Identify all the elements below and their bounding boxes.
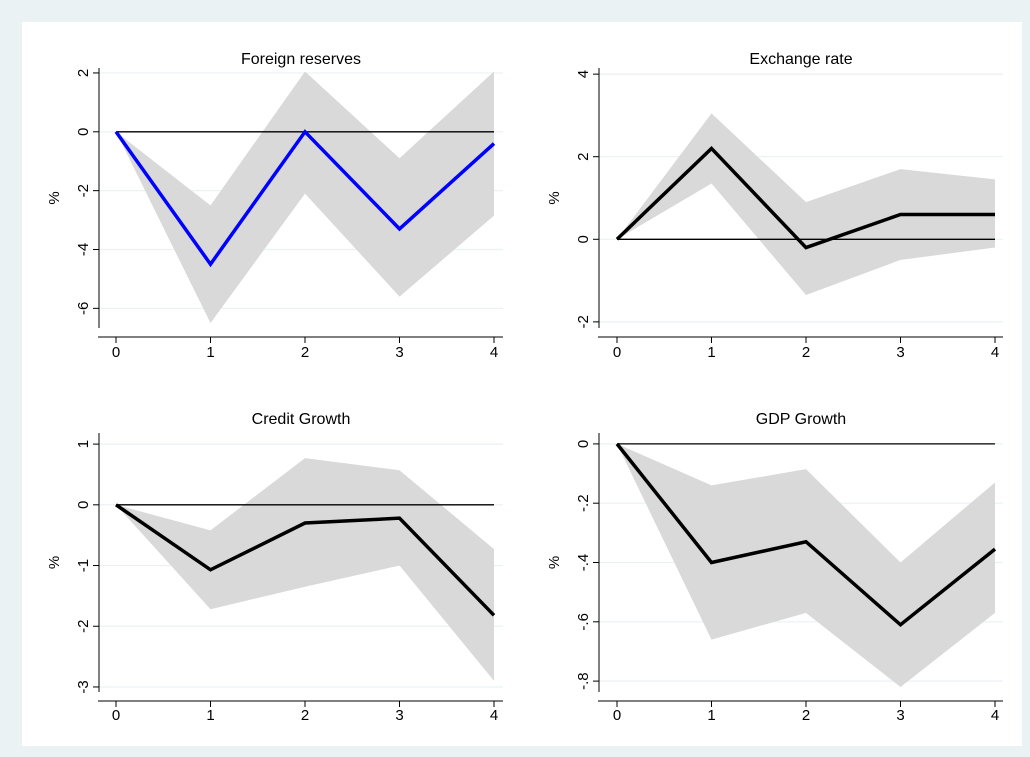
y-tick-label-0: 4 [575,70,592,78]
x-tick-label-2: 2 [301,707,309,724]
x-tick-label-0: 0 [112,344,120,361]
x-tick-label-1: 1 [206,344,214,361]
x-tick-label-4: 4 [991,707,999,724]
x-tick-label-0: 0 [613,344,621,361]
y-axis-label: % [46,191,63,204]
y-tick-label-0: 2 [75,69,92,77]
y-tick-label-3: -4 [75,243,92,256]
x-tick-label-0: 0 [112,707,120,724]
panel-title: Foreign reserves [241,51,361,68]
y-tick-label-4: -.8 [575,672,592,690]
confidence-band [116,71,494,324]
y-tick-label-0: 0 [575,440,592,448]
x-tick-label-2: 2 [802,344,810,361]
y-axis-label: % [546,556,563,569]
panel-title: GDP Growth [756,411,846,428]
response-line [115,503,496,617]
x-tick-label-0: 0 [613,707,621,724]
y-tick-label-2: 0 [575,235,592,243]
x-tick-label-4: 4 [991,344,999,361]
x-tick-label-3: 3 [395,707,403,724]
x-tick-label-1: 1 [206,707,214,724]
x-tick-label-4: 4 [490,344,498,361]
y-tick-label-3: -2 [75,620,92,633]
chart-panel-3: 1 0 -1 -2 -3 0 1 2 3 4% Credit Growth [46,411,503,724]
y-tick-label-1: 0 [75,128,92,136]
chart-panel-4: 0 -.2 -.4 -.6 -.8 0 1 2 3 4% GDP Growth [546,411,1003,724]
chart-panel-2: 4 2 0 -2 0 1 2 3 4% Exchange rate [546,51,1003,361]
x-tick-label-2: 2 [802,707,810,724]
x-tick-label-1: 1 [707,344,715,361]
panel-title: Exchange rate [749,51,852,68]
chart-panel-1: 2 0 -2 -4 -6 0 1 2 3 4% Foreign reserves [46,51,503,361]
y-tick-label-2: -.4 [575,554,592,572]
confidence-band [116,458,494,681]
response-line [114,129,496,268]
y-tick-label-1: -.2 [575,494,592,512]
y-tick-label-1: 2 [575,153,592,161]
x-tick-label-4: 4 [490,707,498,724]
x-tick-label-3: 3 [896,344,904,361]
y-tick-label-2: -2 [75,184,92,197]
confidence-band [617,113,995,296]
panel-title: Credit Growth [252,411,351,428]
y-tick-label-0: 1 [75,440,92,448]
y-tick-label-4: -6 [75,302,92,315]
y-axis-label: % [46,556,63,569]
x-tick-label-1: 1 [707,707,715,724]
y-tick-label-1: 0 [75,501,92,509]
response-line [615,145,995,250]
x-tick-label-2: 2 [301,344,309,361]
y-axis-label: % [546,191,563,204]
y-tick-label-3: -.6 [575,613,592,631]
x-tick-label-3: 3 [896,707,904,724]
x-tick-label-3: 3 [395,344,403,361]
y-tick-label-3: -2 [575,315,592,328]
response-line [615,442,997,628]
y-tick-label-4: -3 [75,680,92,693]
y-tick-label-2: -1 [75,559,92,572]
